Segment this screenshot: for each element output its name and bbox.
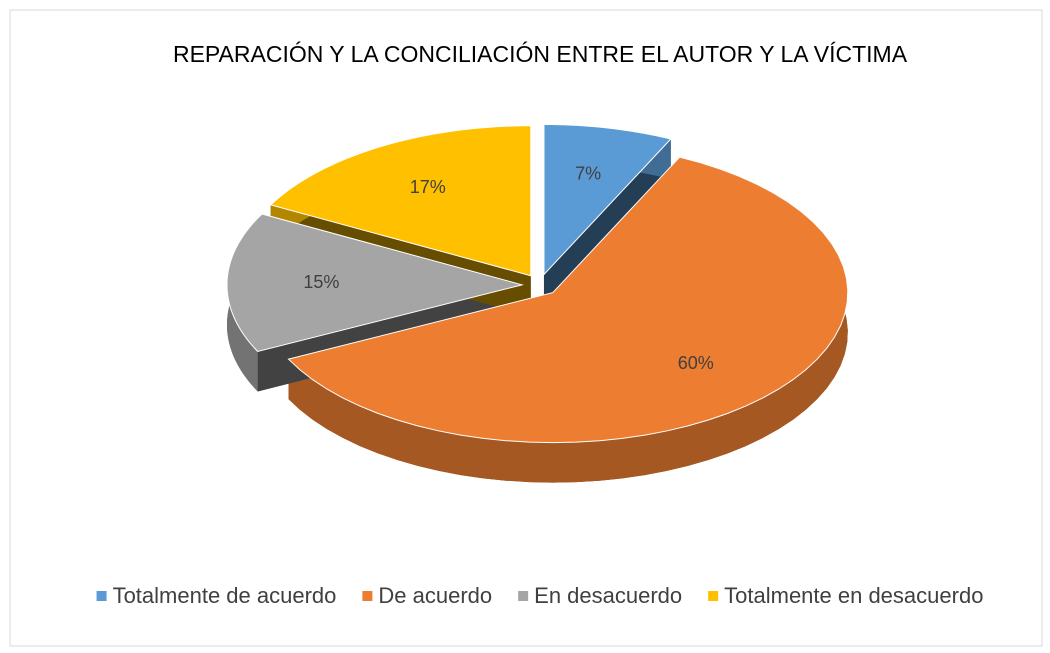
legend-label: En desacuerdo <box>534 583 682 608</box>
legend-swatch <box>362 591 373 601</box>
legend-item: Totalmente en desacuerdo <box>708 583 983 608</box>
legend-label: Totalmente de acuerdo <box>113 583 337 608</box>
legend-item: En desacuerdo <box>518 583 682 608</box>
data-label: 15% <box>303 272 339 292</box>
legend-item: Totalmente de acuerdo <box>96 583 337 608</box>
legend-item: De acuerdo <box>362 583 492 608</box>
data-label: 17% <box>410 177 446 197</box>
legend-label: De acuerdo <box>378 583 492 608</box>
legend-swatch <box>708 591 719 601</box>
chart-title: REPARACIÓN Y LA CONCILIACIÓN ENTRE EL AU… <box>173 41 908 67</box>
legend-swatch <box>518 591 529 601</box>
data-label: 60% <box>678 353 714 373</box>
slice <box>287 156 849 444</box>
slice <box>269 125 532 277</box>
legend-swatch <box>96 591 107 601</box>
slice <box>226 213 524 352</box>
data-label: 7% <box>575 164 601 184</box>
slice <box>543 123 672 276</box>
legend-label: Totalmente en desacuerdo <box>724 583 983 608</box>
